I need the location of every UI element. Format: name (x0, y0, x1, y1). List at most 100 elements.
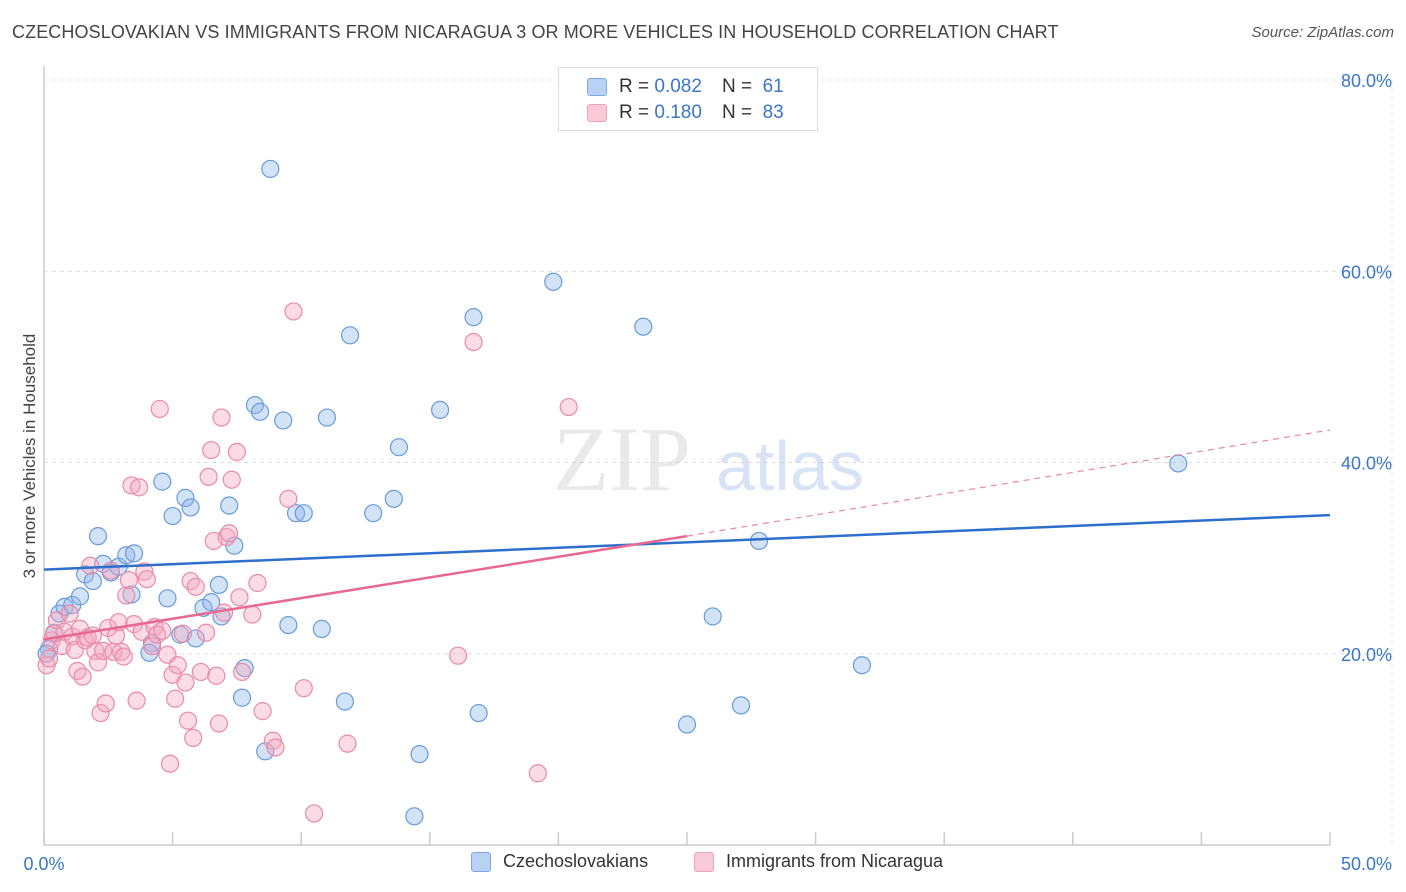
data-point (286, 504, 306, 523)
data-point (248, 573, 267, 593)
data-point (338, 734, 357, 753)
data-point (227, 442, 246, 462)
x-tick-label: 0.0% (23, 854, 64, 874)
data-point (731, 696, 751, 715)
data-point (284, 302, 303, 321)
data-point (117, 586, 136, 605)
r-value: 0.180 (654, 102, 702, 123)
data-point (83, 571, 102, 591)
data-point (124, 544, 144, 563)
y-tick-label: 40.0% (1341, 454, 1392, 474)
trend-lines (43, 429, 1331, 641)
data-point (68, 661, 87, 681)
data-point (81, 556, 100, 575)
data-point (119, 571, 138, 590)
data-point (196, 623, 216, 642)
watermark-zip: ZIP (553, 408, 691, 510)
data-point (112, 642, 131, 661)
legend-label-czechoslovakians: Czechoslovakians (503, 851, 649, 871)
data-point (294, 504, 313, 523)
data-point (202, 593, 221, 612)
data-point (312, 619, 331, 638)
x-tick-label: 50.0% (1341, 854, 1392, 874)
data-point (232, 688, 252, 707)
data-point (317, 408, 337, 427)
n-value: 61 (762, 76, 784, 97)
series-czechoslovakians (37, 159, 1188, 826)
data-point (279, 489, 298, 508)
y-tick-label: 80.0% (1341, 71, 1392, 91)
data-point (91, 703, 110, 723)
data-point (86, 641, 105, 660)
stats-legend: R = 0.082 N = 61 R = 0.180 N = 83 (558, 67, 818, 131)
data-point (122, 585, 141, 604)
data-point (73, 667, 92, 686)
data-point (168, 656, 187, 675)
data-point (181, 571, 200, 591)
data-point (207, 666, 226, 685)
data-point (153, 621, 172, 640)
data-point (703, 607, 722, 626)
data-point (158, 589, 177, 608)
data-point (160, 754, 180, 773)
watermark-atlas: atlas (716, 427, 864, 505)
data-point (220, 524, 239, 543)
data-point (230, 588, 249, 607)
data-point (137, 570, 156, 589)
data-point (142, 636, 162, 656)
data-point (181, 498, 200, 517)
data-point (186, 577, 205, 596)
data-point (384, 489, 403, 508)
data-point (40, 649, 59, 668)
data-point (163, 506, 182, 526)
legend-swatch-blue (471, 851, 491, 872)
data-point (96, 694, 115, 713)
data-point (60, 604, 79, 623)
r-label: R = (619, 76, 650, 97)
data-point (209, 714, 228, 733)
r-value: 0.082 (654, 76, 702, 97)
data-point (464, 332, 483, 352)
data-point (166, 689, 185, 708)
data-point (209, 575, 228, 595)
data-point (266, 738, 285, 757)
data-point (304, 804, 324, 823)
axes (43, 66, 1331, 846)
data-point (261, 159, 280, 179)
data-point (70, 587, 90, 606)
data-point (232, 662, 252, 682)
data-point (364, 504, 383, 523)
chart-title: CZECHOSLOVAKIAN VS IMMIGRANTS FROM NICAR… (12, 22, 1059, 42)
data-point (88, 527, 108, 546)
data-point (243, 605, 262, 624)
trend-line-dashed (686, 429, 1331, 537)
data-point (528, 764, 547, 783)
data-point (176, 488, 195, 507)
n-label: N = (721, 102, 753, 123)
data-point (153, 472, 172, 491)
data-point (250, 402, 270, 421)
data-point (389, 438, 409, 457)
data-point (173, 624, 192, 643)
data-point (448, 646, 468, 665)
data-point (677, 715, 697, 734)
data-point (114, 647, 133, 666)
data-point (184, 728, 203, 748)
data-point (410, 745, 429, 764)
legend-swatch-pink (694, 851, 714, 872)
data-point (279, 615, 298, 635)
data-point (749, 531, 769, 551)
y-tick-label: 60.0% (1341, 262, 1392, 282)
data-point (150, 399, 169, 419)
y-tick-label: 20.0% (1341, 645, 1392, 665)
data-point (1169, 454, 1188, 473)
data-point (88, 653, 108, 672)
data-point (101, 561, 120, 580)
data-point (191, 662, 210, 682)
data-point (130, 478, 149, 497)
data-point (335, 692, 355, 711)
data-point (469, 703, 488, 723)
data-point (220, 496, 239, 515)
data-point (127, 691, 146, 710)
tick-labels: 20.0% 40.0% 60.0% 80.0% 0.0% 50.0% (23, 71, 1392, 874)
